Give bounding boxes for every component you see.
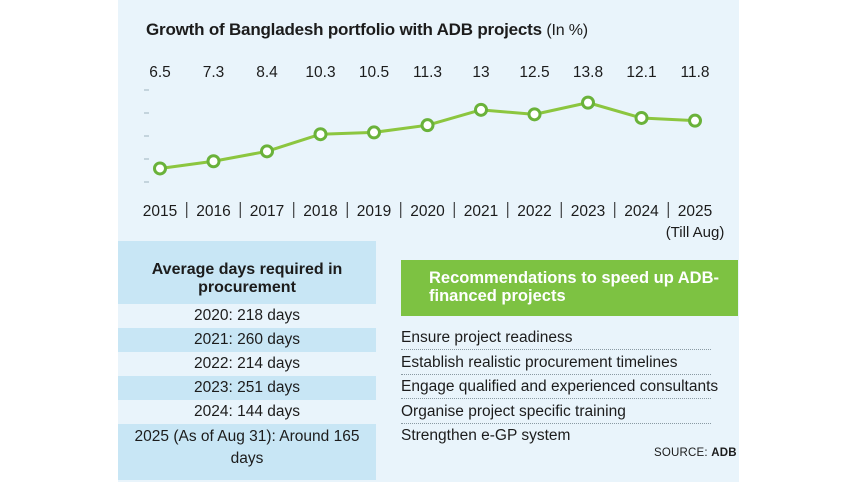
data-point	[153, 161, 167, 176]
procurement-row: 2024: 144 days	[193, 403, 300, 420]
procurement-row: 2020: 218 days	[193, 307, 300, 324]
x-tick-label: 2016	[196, 203, 230, 220]
x-tick-label: 2019	[357, 203, 391, 220]
value-label: 10.5	[359, 64, 389, 81]
procurement-row: 2023: 251 days	[118, 376, 376, 400]
procurement-row: 2022: 214 days	[193, 355, 300, 372]
x-tick-label: 2015	[143, 203, 177, 220]
procurement-title: Average days required in procurement	[118, 241, 376, 304]
value-label: 11.8	[680, 64, 709, 81]
series-line	[159, 101, 696, 170]
value-label: 13.8	[573, 64, 603, 81]
x-tick-label: 2022	[517, 203, 551, 220]
procurement-row: 2021: 260 days	[118, 328, 376, 352]
procurement-row: 2025 (As of Aug 31): Around 165 days	[118, 424, 376, 480]
data-point	[527, 107, 542, 122]
value-label: 12.5	[519, 64, 549, 81]
x-tick-label: 2023	[571, 203, 605, 220]
data-point	[260, 144, 274, 159]
recommendation-item: Ensure project readiness	[401, 327, 711, 350]
recommendation-item: Establish realistic procurement timeline…	[401, 352, 711, 375]
data-point	[206, 154, 221, 169]
data-point	[420, 118, 435, 133]
line-chart: 6.5 7.3 8.4 10.3 10.5 11.3 13 12.5 13.8 12.1 11.8 2…	[143, 64, 725, 240]
recommendation-item: Organise project specific training	[401, 401, 711, 424]
recommendation-item: Strengthen e-GP system	[401, 427, 571, 444]
value-label: 6.5	[149, 64, 171, 81]
x-tick-label: 2020	[410, 203, 445, 220]
value-label: 7.3	[203, 64, 225, 81]
value-label: 10.3	[305, 64, 335, 81]
source-label: SOURCE:	[654, 447, 708, 459]
chart-title-text: Growth of Bangladesh portfolio with ADB …	[146, 20, 542, 39]
data-point	[367, 125, 381, 140]
value-label: 11.3	[413, 64, 442, 81]
data-point	[474, 102, 488, 117]
x-tick-label: 2021	[464, 203, 498, 220]
x-tick-label: 2024	[624, 203, 659, 220]
value-label: 8.4	[256, 64, 278, 81]
chart-title-unit: (In %)	[546, 22, 588, 39]
chart-title: Growth of Bangladesh portfolio with ADB …	[146, 20, 588, 40]
value-label: 13	[472, 64, 489, 81]
recommendation-item: Engage qualified and experienced consult…	[401, 376, 718, 399]
data-point	[581, 95, 595, 110]
source-note: SOURCE: ADB	[654, 447, 737, 459]
value-label: 12.1	[626, 64, 656, 81]
x-tick-label: 2017	[250, 203, 284, 220]
x-tick-label: 2025	[678, 203, 712, 220]
recommendations-title: Recommendations to speed up ADB-financed…	[401, 260, 738, 316]
x-sublabel: (Till Aug)	[666, 224, 725, 240]
x-tick-label: 2018	[303, 203, 337, 220]
data-point	[313, 127, 328, 142]
data-point	[634, 110, 649, 125]
data-point	[688, 113, 702, 128]
source-name: ADB	[711, 447, 737, 459]
